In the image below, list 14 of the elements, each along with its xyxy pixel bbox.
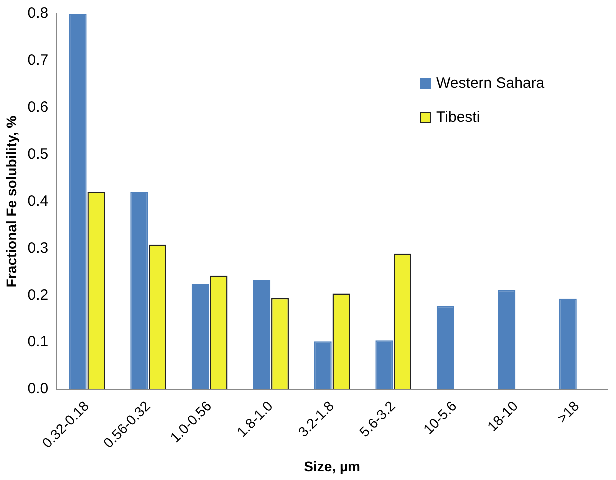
y-tick-label: 0.8 [28, 5, 49, 22]
y-axis-title: Fractional Fe solubility, % [3, 115, 20, 288]
y-tick-label: 0.1 [28, 334, 49, 351]
y-tick-label: 0.7 [28, 52, 49, 70]
y-tick-label: 0.5 [28, 146, 49, 163]
y-tick-label: 0.0 [28, 380, 49, 398]
y-tick-label: 0.4 [28, 192, 49, 210]
y-tick-label: 0.3 [28, 240, 49, 257]
x-tick-label: >18 [554, 398, 582, 426]
legend-label: Western Sahara [436, 75, 546, 92]
legend-label: Tibesti [436, 109, 480, 126]
y-tick-label: 0.6 [28, 99, 49, 116]
y-tick-label: 0.2 [28, 286, 49, 304]
x-axis-title: Size, µm [304, 458, 360, 474]
